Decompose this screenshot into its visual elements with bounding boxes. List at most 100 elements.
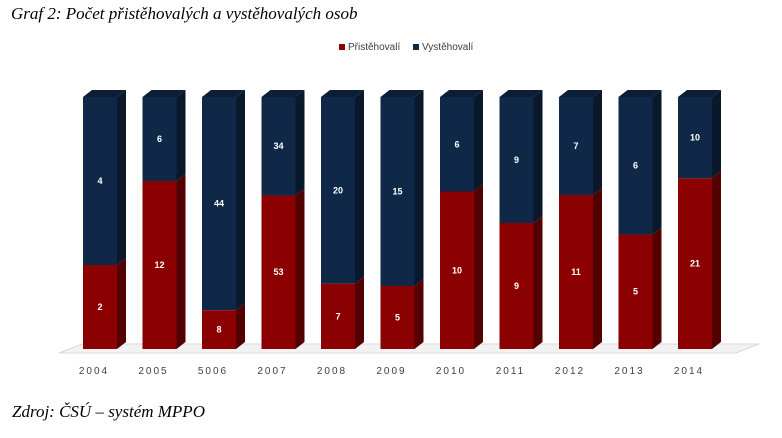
value-label-vystehovali-2007: 34 <box>273 141 283 151</box>
value-label-pristehovali-2005: 12 <box>154 260 164 270</box>
value-label-pristehovali-5006: 8 <box>216 325 221 335</box>
x-axis-ticks: 2004 2005 5006 2007 2008 2009 2010 2011 2012 2013… <box>79 366 704 377</box>
legend-swatch-1 <box>339 44 345 50</box>
bar-top-2009 <box>380 90 424 97</box>
bar-side-vystehovali-2014 <box>712 90 721 179</box>
value-label-pristehovali-2008: 7 <box>335 311 340 321</box>
bar-side-vystehovali-5006 <box>236 90 245 311</box>
bar-group-2008: 7 20 <box>321 90 364 349</box>
bar-side-pristehovali-2011 <box>533 216 543 349</box>
bar-side-vystehovali-2008 <box>355 90 364 284</box>
bar-vystehovali-2010 <box>440 97 474 192</box>
bar-side-vystehovali-2005 <box>176 90 186 181</box>
bar-top-2012 <box>559 90 602 97</box>
bar-pristehovali-5006 <box>202 310 236 349</box>
bar-pristehovali-2013 <box>618 234 653 349</box>
bar-side-vystehovali-2004 <box>117 90 126 265</box>
value-label-vystehovali-2004: 4 <box>97 176 102 186</box>
value-label-vystehovali-2009: 15 <box>392 187 402 197</box>
bar-top-2014 <box>678 90 721 97</box>
bar-pristehovali-2010 <box>440 191 474 349</box>
bar-top-2013 <box>618 90 662 97</box>
bar-group-2011: 99 <box>499 90 543 349</box>
value-label-pristehovali-2007: 53 <box>273 267 283 277</box>
bar-side-vystehovali-2013 <box>652 90 662 235</box>
bar-vystehovali-2007 <box>261 97 296 196</box>
chart-area: Přistěhovalí Vystěhovalí 2412684453347205… <box>58 42 760 377</box>
bar-pristehovali-2009 <box>380 286 415 349</box>
bar-vystehovali-2011 <box>499 97 534 223</box>
bar-pristehovali-2012 <box>559 195 593 349</box>
value-label-pristehovali-2014: 21 <box>690 259 700 269</box>
value-label-vystehovali-2010: 6 <box>454 139 459 149</box>
bar-group-2009: 5 15 <box>380 90 424 349</box>
bar-pristehovali-2004 <box>83 265 117 349</box>
x-tick-2007: 2007 <box>257 366 287 377</box>
x-tick-2011: 2011 <box>496 366 526 377</box>
bar-side-vystehovali-2011 <box>533 90 543 223</box>
x-tick-2008: 2008 <box>317 366 347 377</box>
legend-label-2: Vystěhovalí <box>422 42 474 53</box>
source-note: Zdroj: ČSÚ – systém MPPO <box>12 402 205 421</box>
bar-side-pristehovali-2007 <box>295 188 305 349</box>
bar-vystehovali-2004 <box>83 97 117 265</box>
bar-vystehovali-2008 <box>321 97 355 284</box>
x-tick-2010: 2010 <box>436 366 466 377</box>
bar-group-2014: 21 10 <box>678 90 721 349</box>
bar-side-pristehovali-2013 <box>652 227 662 349</box>
bar-pristehovali-2011 <box>499 223 534 349</box>
bar-pristehovali-2007 <box>261 195 296 349</box>
bar-group-2004: 24 <box>83 90 126 349</box>
value-label-vystehovali-2008: 20 <box>333 185 343 195</box>
legend-label-1: Přistěhovalí <box>348 42 400 53</box>
value-label-pristehovali-2011: 9 <box>514 281 519 291</box>
bar-group-5006: 8 44 <box>202 90 245 349</box>
bar-side-pristehovali-2008 <box>355 276 364 349</box>
bar-side-pristehovali-2005 <box>176 174 186 349</box>
bar-top-5006 <box>202 90 245 97</box>
bar-top-2005 <box>142 90 186 97</box>
chart-legend: Přistěhovalí Vystěhovalí <box>339 42 474 53</box>
bar-group-2005: 12 6 <box>142 90 186 349</box>
bar-top-2004 <box>83 90 126 97</box>
bar-top-2011 <box>499 90 543 97</box>
value-label-pristehovali-2010: 10 <box>452 265 462 275</box>
x-tick-2014: 2014 <box>674 366 704 377</box>
legend-swatch-2 <box>413 44 419 50</box>
value-label-pristehovali-2012: 11 <box>571 267 581 277</box>
chart-title: Graf 2: Počet přistěhovalých a vystěhova… <box>11 4 358 23</box>
bar-side-pristehovali-2004 <box>117 258 126 349</box>
bar-side-pristehovali-2009 <box>414 279 424 349</box>
value-label-vystehovali-2011: 9 <box>514 155 519 165</box>
bar-side-pristehovali-5006 <box>236 303 245 349</box>
bar-pristehovali-2005 <box>142 181 177 349</box>
bar-top-2010 <box>440 90 483 97</box>
bar-group-2012: 11 7 <box>559 90 602 349</box>
bar-side-vystehovali-2007 <box>295 90 305 196</box>
bar-top-2008 <box>321 90 364 97</box>
x-tick-2009: 2009 <box>376 366 406 377</box>
bar-vystehovali-2005 <box>142 97 177 181</box>
bar-group-2007: 53 34 <box>261 90 305 349</box>
bar-side-pristehovali-2014 <box>712 171 721 349</box>
x-tick-2013: 2013 <box>614 366 644 377</box>
bar-pristehovali-2008 <box>321 283 355 349</box>
value-label-pristehovali-2004: 2 <box>97 302 102 312</box>
x-tick-2005: 2005 <box>138 366 168 377</box>
bar-vystehovali-2013 <box>618 97 653 235</box>
value-label-pristehovali-2009: 5 <box>395 313 400 323</box>
bar-top-2007 <box>261 90 305 97</box>
value-label-pristehovali-2013: 5 <box>633 287 638 297</box>
x-tick-2004: 2004 <box>79 366 109 377</box>
value-label-vystehovali-5006: 44 <box>214 199 224 209</box>
bar-vystehovali-5006 <box>202 97 236 311</box>
bar-side-pristehovali-2010 <box>474 184 483 349</box>
x-tick-2012: 2012 <box>555 366 585 377</box>
x-tick-5006: 5006 <box>198 366 228 377</box>
bar-side-vystehovali-2009 <box>414 90 424 286</box>
bar-group-2010: 10 6 <box>440 90 483 349</box>
bar-pristehovali-2014 <box>678 178 712 349</box>
bar-vystehovali-2009 <box>380 97 415 286</box>
value-label-vystehovali-2013: 6 <box>633 161 638 171</box>
